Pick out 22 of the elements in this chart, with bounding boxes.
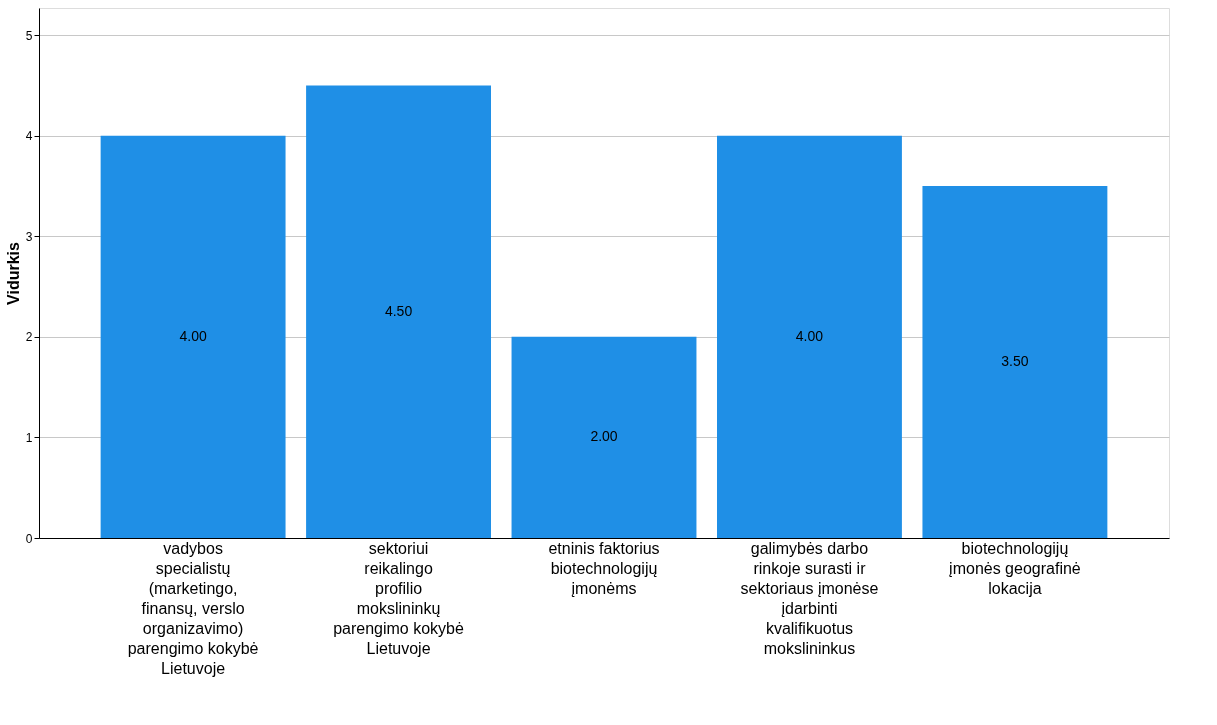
bar: [511, 336, 697, 538]
y-axis-title: Vidurkis: [4, 241, 22, 305]
data-label: 3.50: [1001, 353, 1029, 369]
y-tick-label: 5: [25, 28, 33, 43]
y-tick-label: 2: [25, 330, 33, 345]
data-label: 4.00: [179, 327, 207, 344]
bar: [922, 186, 1108, 538]
data-label: 4.00: [795, 327, 824, 344]
data-label: 2.00: [590, 428, 618, 445]
x-tick-label: galimybės darbo rinkoje surasti ir sektoriaus įmonėse įdarbinti kvalifikuotus mokslininkus: [740, 539, 879, 657]
bar: [306, 85, 491, 538]
x-tick-label: etninis faktorius biotechnologijų įmonėms: [548, 539, 660, 597]
y-tick-label: 3: [25, 229, 33, 244]
x-tick-label: vadybos specialistų (marketingo, finansų, verslo organizavimo) parengimo kokybė Lietuvoje: [127, 539, 259, 677]
data-label: 4.50: [384, 302, 413, 319]
x-tick-label: biotechnologijų įmonės geografinė lokacija: [949, 539, 1081, 597]
y-tick-label: 1: [25, 430, 33, 445]
x-tick-label: sektoriui reikalingo profilio mokslininkų parengimo kokybė Lietuvoje: [333, 539, 465, 657]
bar: [100, 135, 286, 538]
y-tick-label: 0: [25, 531, 33, 546]
y-tick-label: 4: [25, 129, 33, 144]
bar: [717, 135, 902, 538]
